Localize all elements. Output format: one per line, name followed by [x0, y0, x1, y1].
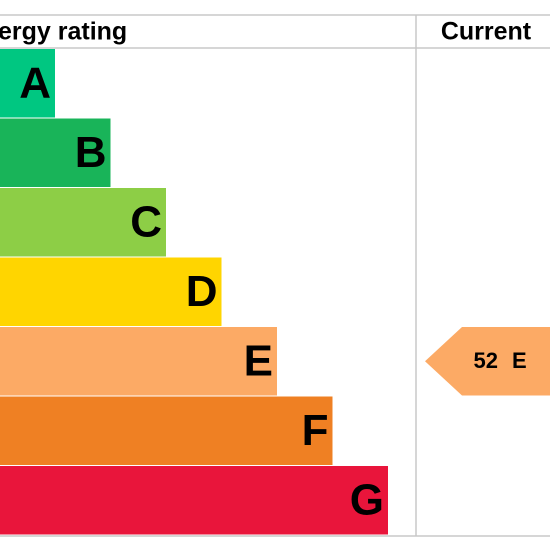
band-letter: A — [19, 58, 51, 107]
band-letter: F — [302, 406, 329, 455]
band — [0, 49, 55, 118]
band — [0, 327, 277, 396]
band-letter: E — [244, 336, 273, 385]
band — [0, 118, 111, 187]
band — [0, 466, 388, 535]
band — [0, 257, 222, 326]
current-value: 52 — [474, 348, 498, 373]
band — [0, 188, 166, 257]
band-letter: C — [130, 197, 162, 246]
band-letter: B — [75, 128, 107, 177]
header-current: Current — [441, 18, 532, 46]
header-title: ergy rating — [0, 18, 127, 46]
band-letter: G — [350, 475, 384, 524]
band — [0, 396, 333, 465]
current-arrow — [425, 327, 550, 396]
band-letter: D — [186, 267, 218, 316]
current-band: E — [512, 348, 527, 373]
